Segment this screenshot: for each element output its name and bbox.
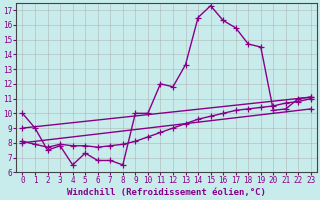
X-axis label: Windchill (Refroidissement éolien,°C): Windchill (Refroidissement éolien,°C) — [67, 188, 266, 197]
